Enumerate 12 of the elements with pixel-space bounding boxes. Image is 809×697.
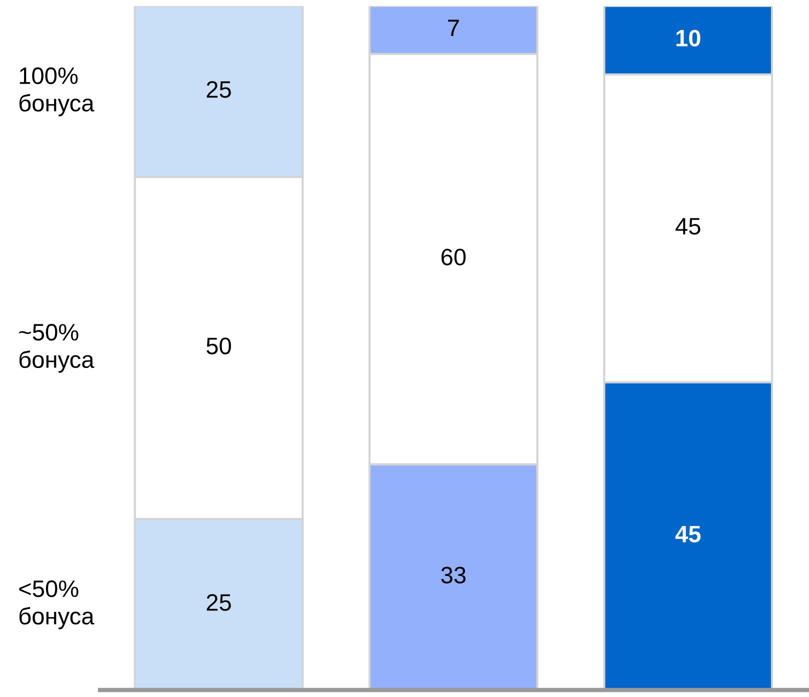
data-label: 7: [448, 20, 459, 36]
series-label: 100% бонуса: [19, 67, 94, 116]
series-label: ~50% бонуса: [19, 324, 94, 373]
data-label: 60: [442, 248, 466, 266]
data-label: 25: [206, 81, 231, 98]
data-label: 33: [441, 566, 466, 584]
data-label: 50: [206, 338, 231, 354]
data-label: 10: [676, 30, 700, 47]
data-label: 45: [676, 218, 700, 235]
series-label: <50% бонуса: [19, 580, 94, 630]
data-label: 45: [675, 526, 701, 542]
data-label: 25: [206, 594, 231, 611]
